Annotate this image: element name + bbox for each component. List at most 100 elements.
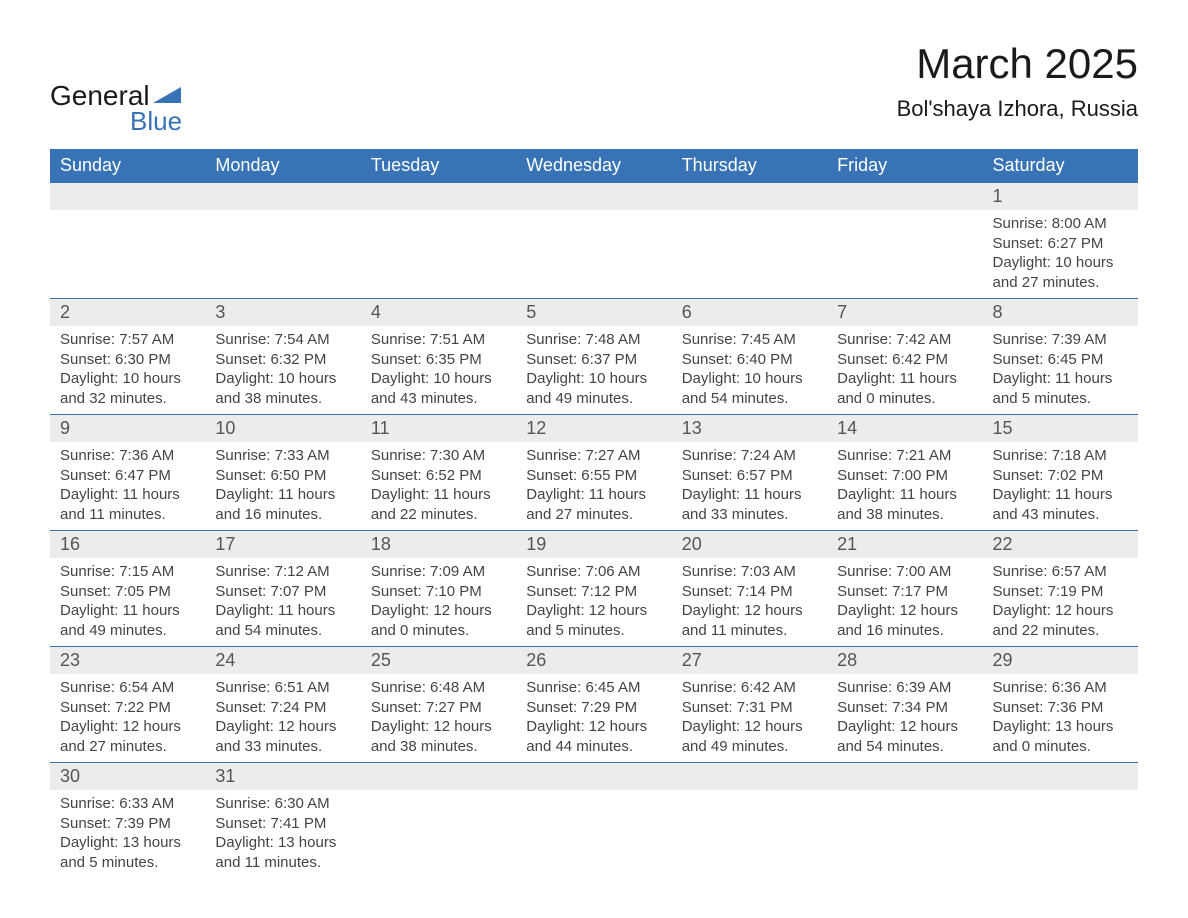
day-number-cell [516,763,671,791]
weekday-header: Sunday [50,149,205,183]
sunset-line: Sunset: 6:52 PM [371,466,506,486]
sunset-line: Sunset: 7:36 PM [993,698,1128,718]
day-number-cell: 19 [516,531,671,559]
day-number-cell: 20 [672,531,827,559]
day-detail-cell: Sunrise: 6:36 AMSunset: 7:36 PMDaylight:… [983,674,1138,763]
day-number-cell [361,183,516,211]
day-number-cell: 26 [516,647,671,675]
daylight-line: Daylight: 11 hours and 54 minutes. [215,601,350,640]
sunset-line: Sunset: 7:24 PM [215,698,350,718]
detail-row: Sunrise: 8:00 AMSunset: 6:27 PMDaylight:… [50,210,1138,299]
day-detail-cell: Sunrise: 7:27 AMSunset: 6:55 PMDaylight:… [516,442,671,531]
daylight-line: Daylight: 12 hours and 49 minutes. [682,717,817,756]
sunset-line: Sunset: 7:39 PM [60,814,195,834]
day-detail-cell [827,210,982,299]
day-detail-cell: Sunrise: 7:36 AMSunset: 6:47 PMDaylight:… [50,442,205,531]
daylight-line: Daylight: 12 hours and 5 minutes. [526,601,661,640]
sunrise-line: Sunrise: 7:45 AM [682,330,817,350]
sunset-line: Sunset: 7:27 PM [371,698,506,718]
daylight-line: Daylight: 13 hours and 5 minutes. [60,833,195,872]
sunrise-line: Sunrise: 6:57 AM [993,562,1128,582]
daylight-line: Daylight: 11 hours and 43 minutes. [993,485,1128,524]
day-number-cell [983,763,1138,791]
day-number-cell: 13 [672,415,827,443]
sunset-line: Sunset: 7:12 PM [526,582,661,602]
sunset-line: Sunset: 6:45 PM [993,350,1128,370]
daylight-line: Daylight: 12 hours and 27 minutes. [60,717,195,756]
sunset-line: Sunset: 6:37 PM [526,350,661,370]
daylight-line: Daylight: 12 hours and 44 minutes. [526,717,661,756]
weekday-header-row: Sunday Monday Tuesday Wednesday Thursday… [50,149,1138,183]
sunrise-line: Sunrise: 7:54 AM [215,330,350,350]
sunrise-line: Sunrise: 7:21 AM [837,446,972,466]
header: General Blue March 2025 Bol'shaya Izhora… [50,40,1138,137]
daynum-row: 23242526272829 [50,647,1138,675]
day-detail-cell: Sunrise: 6:30 AMSunset: 7:41 PMDaylight:… [205,790,360,878]
sunset-line: Sunset: 6:57 PM [682,466,817,486]
weekday-header: Thursday [672,149,827,183]
daylight-line: Daylight: 13 hours and 0 minutes. [993,717,1128,756]
logo-text-blue: Blue [130,106,182,137]
day-detail-cell: Sunrise: 7:30 AMSunset: 6:52 PMDaylight:… [361,442,516,531]
daynum-row: 9101112131415 [50,415,1138,443]
sunset-line: Sunset: 7:22 PM [60,698,195,718]
sunset-line: Sunset: 6:27 PM [993,234,1128,254]
day-detail-cell: Sunrise: 6:48 AMSunset: 7:27 PMDaylight:… [361,674,516,763]
sunset-line: Sunset: 7:17 PM [837,582,972,602]
day-detail-cell: Sunrise: 7:45 AMSunset: 6:40 PMDaylight:… [672,326,827,415]
logo: General Blue [50,40,182,137]
day-detail-cell: Sunrise: 7:00 AMSunset: 7:17 PMDaylight:… [827,558,982,647]
day-number-cell [827,763,982,791]
day-number-cell: 27 [672,647,827,675]
day-detail-cell: Sunrise: 7:48 AMSunset: 6:37 PMDaylight:… [516,326,671,415]
sunrise-line: Sunrise: 7:15 AM [60,562,195,582]
sunrise-line: Sunrise: 7:24 AM [682,446,817,466]
daylight-line: Daylight: 11 hours and 16 minutes. [215,485,350,524]
day-detail-cell: Sunrise: 7:21 AMSunset: 7:00 PMDaylight:… [827,442,982,531]
day-number-cell: 30 [50,763,205,791]
detail-row: Sunrise: 7:57 AMSunset: 6:30 PMDaylight:… [50,326,1138,415]
day-detail-cell: Sunrise: 7:15 AMSunset: 7:05 PMDaylight:… [50,558,205,647]
day-number-cell: 12 [516,415,671,443]
day-number-cell: 17 [205,531,360,559]
daylight-line: Daylight: 10 hours and 32 minutes. [60,369,195,408]
day-number-cell [50,183,205,211]
day-number-cell: 10 [205,415,360,443]
day-detail-cell: Sunrise: 6:51 AMSunset: 7:24 PMDaylight:… [205,674,360,763]
sunrise-line: Sunrise: 7:00 AM [837,562,972,582]
day-detail-cell: Sunrise: 7:51 AMSunset: 6:35 PMDaylight:… [361,326,516,415]
weekday-header: Monday [205,149,360,183]
day-detail-cell [672,210,827,299]
day-detail-cell: Sunrise: 7:03 AMSunset: 7:14 PMDaylight:… [672,558,827,647]
sunrise-line: Sunrise: 7:30 AM [371,446,506,466]
sunset-line: Sunset: 6:35 PM [371,350,506,370]
page-title: March 2025 [897,40,1138,88]
day-detail-cell [516,210,671,299]
day-detail-cell [50,210,205,299]
sunrise-line: Sunrise: 7:33 AM [215,446,350,466]
sunrise-line: Sunrise: 7:09 AM [371,562,506,582]
day-detail-cell: Sunrise: 7:06 AMSunset: 7:12 PMDaylight:… [516,558,671,647]
daylight-line: Daylight: 12 hours and 0 minutes. [371,601,506,640]
sunset-line: Sunset: 6:40 PM [682,350,817,370]
day-detail-cell: Sunrise: 7:12 AMSunset: 7:07 PMDaylight:… [205,558,360,647]
sunset-line: Sunset: 6:47 PM [60,466,195,486]
daylight-line: Daylight: 11 hours and 49 minutes. [60,601,195,640]
day-detail-cell: Sunrise: 7:24 AMSunset: 6:57 PMDaylight:… [672,442,827,531]
day-detail-cell: Sunrise: 6:54 AMSunset: 7:22 PMDaylight:… [50,674,205,763]
sunset-line: Sunset: 7:00 PM [837,466,972,486]
title-block: March 2025 Bol'shaya Izhora, Russia [897,40,1138,122]
sunset-line: Sunset: 7:29 PM [526,698,661,718]
day-number-cell: 25 [361,647,516,675]
sunset-line: Sunset: 7:14 PM [682,582,817,602]
calendar-table: Sunday Monday Tuesday Wednesday Thursday… [50,149,1138,878]
daylight-line: Daylight: 11 hours and 33 minutes. [682,485,817,524]
sunrise-line: Sunrise: 7:03 AM [682,562,817,582]
day-detail-cell [672,790,827,878]
sunset-line: Sunset: 7:31 PM [682,698,817,718]
sunrise-line: Sunrise: 7:06 AM [526,562,661,582]
day-detail-cell: Sunrise: 6:42 AMSunset: 7:31 PMDaylight:… [672,674,827,763]
weekday-header: Friday [827,149,982,183]
day-detail-cell [983,790,1138,878]
sunrise-line: Sunrise: 6:48 AM [371,678,506,698]
